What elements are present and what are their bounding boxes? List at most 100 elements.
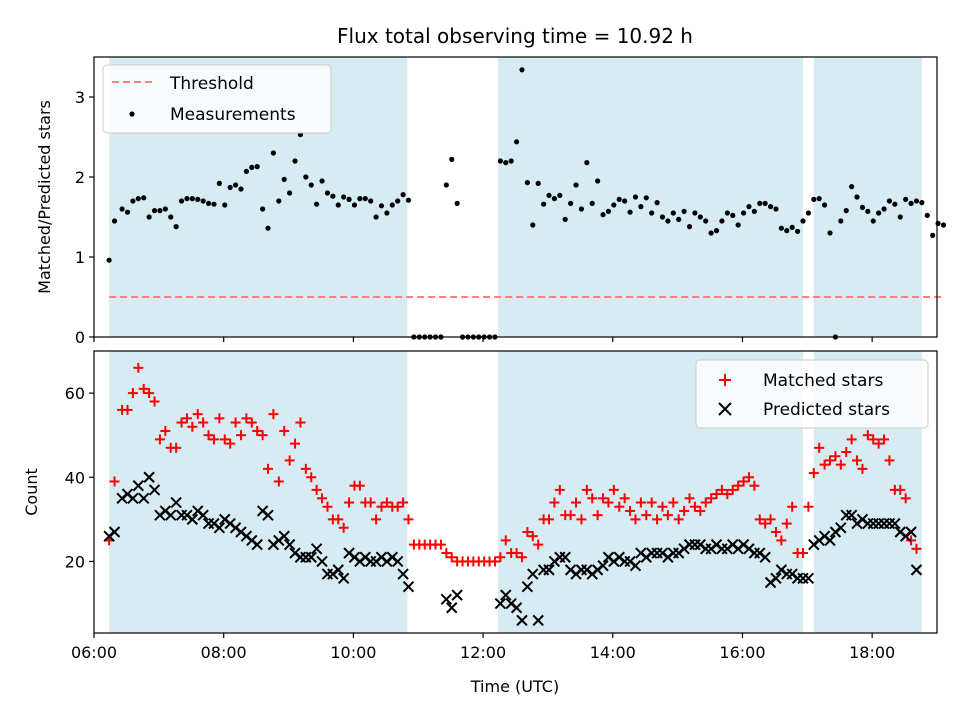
measurement-point [843, 208, 849, 214]
measurements-legend-swatch [129, 111, 135, 117]
matched-star-point [241, 413, 252, 424]
measurement-point [713, 228, 720, 234]
measurement-point [400, 192, 406, 198]
bottom-y-tick-label: 60 [65, 384, 85, 403]
measurement-point [735, 222, 741, 228]
measurement-point [654, 200, 660, 206]
x-tick-label: 18:00 [849, 643, 895, 662]
measurement-point [443, 182, 449, 188]
matched-star-point [192, 409, 203, 420]
measurement-point [919, 200, 925, 206]
measurement-point [232, 182, 239, 188]
predicted-star-point [262, 509, 274, 521]
matched-star-point [679, 505, 690, 516]
matched-star-point [311, 484, 322, 495]
predicted-star-point [305, 551, 317, 563]
matched-star-point [279, 425, 290, 436]
x-tick-label: 16:00 [719, 643, 765, 662]
measurement-point [535, 180, 541, 186]
measurement-point [638, 204, 644, 210]
matched-star-point [403, 514, 414, 525]
matched-star-point [716, 484, 727, 495]
measurement-point [157, 208, 163, 214]
top-y-tick-label: 2 [75, 168, 85, 187]
measurement-point [351, 202, 358, 208]
matched-star-point [673, 514, 684, 525]
measurement-point [405, 197, 412, 203]
matched-star-point [776, 535, 787, 546]
matched-star-point [225, 438, 236, 449]
matched-star-point [273, 476, 284, 487]
measurement-point [643, 195, 649, 201]
matched-star-point [689, 501, 700, 512]
top-panel: Flux total observing time = 10.92 h 0 1 2 3… [35, 24, 947, 347]
measurement-point [708, 230, 714, 236]
measurement-point [524, 180, 530, 186]
measurement-point [767, 204, 774, 210]
measurement-point [211, 201, 217, 207]
matched-star-point [495, 552, 506, 563]
measurement-point [881, 206, 887, 212]
matched-star-point [641, 510, 652, 521]
matched-star-point [149, 396, 160, 407]
measurement-point [811, 196, 817, 202]
measurement-point [692, 210, 698, 216]
measurement-point [578, 206, 585, 212]
predicted-star-point [527, 568, 539, 580]
measurement-point [281, 176, 287, 182]
matched-star-point [787, 501, 798, 512]
measurement-point [751, 208, 757, 214]
measurement-point [876, 210, 882, 216]
top-x-ticks [93, 337, 873, 342]
measurement-point [449, 156, 455, 162]
matched-star-point [446, 552, 457, 563]
predicted-star-point [316, 555, 328, 568]
measurement-point [924, 212, 930, 218]
measurement-point [859, 204, 866, 210]
measurement-point [195, 196, 201, 202]
matched-star-point [208, 434, 219, 445]
matched-star-point [830, 451, 841, 462]
matched-star-point [549, 497, 560, 508]
matched-star-point [392, 501, 403, 512]
measurement-point [513, 139, 520, 145]
measurement-point [794, 228, 801, 234]
matched-star-point [565, 510, 576, 521]
matched-star-point [652, 514, 663, 525]
matched-legend-swatch [719, 374, 731, 386]
bottom-observing-window-0 [109, 351, 408, 633]
measurement-points [106, 67, 947, 340]
measurement-point [276, 198, 282, 204]
measurement-point [368, 198, 374, 204]
matched-star-point [235, 430, 246, 441]
matched-star-point [181, 413, 192, 424]
matched-star-point [581, 484, 592, 495]
measurement-point [854, 194, 860, 200]
matched-star-point [770, 526, 781, 537]
matched-star-point [754, 514, 765, 525]
measurement-point [562, 216, 568, 222]
x-axis-label: Time (UTC) [470, 677, 559, 696]
measurement-point [600, 212, 606, 218]
predicted-star-point [165, 509, 177, 521]
matched-star-point [619, 493, 630, 504]
predicted-star-point [310, 543, 323, 555]
measurement-point [265, 225, 271, 231]
measurement-point [173, 224, 179, 230]
measurement-point [346, 196, 352, 202]
measurement-point [746, 204, 752, 210]
matched-star-point [333, 514, 344, 525]
matched-star-point [527, 531, 538, 542]
x-tick-label: 12:00 [460, 643, 506, 662]
measurement-point [314, 201, 320, 207]
matched-star-point [857, 463, 868, 474]
x-tick-label: 10:00 [330, 643, 376, 662]
matched-star-point [176, 417, 187, 428]
predicted-star-point [213, 522, 226, 534]
measurement-point [335, 202, 341, 208]
predicted-star-point [494, 597, 507, 610]
matched-star-point [127, 388, 138, 399]
matched-star-point [743, 472, 754, 483]
matched-star-point [733, 480, 744, 491]
